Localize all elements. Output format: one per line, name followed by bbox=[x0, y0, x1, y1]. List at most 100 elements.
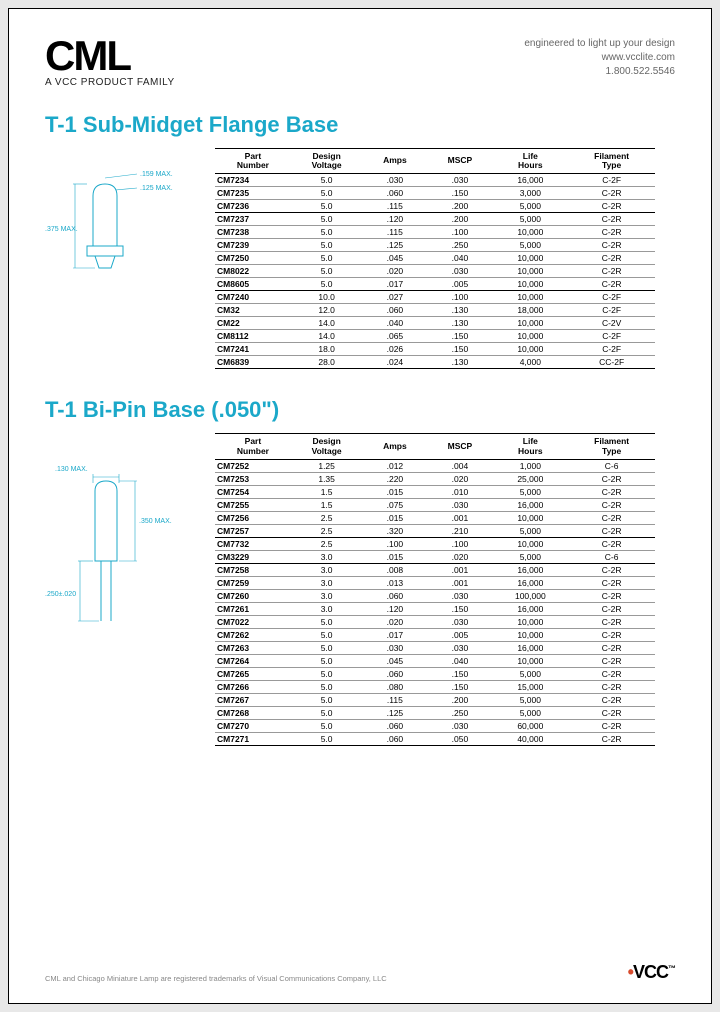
table-row: CM72583.0.008.00116,000C-2R bbox=[215, 564, 655, 577]
table-row: CM72531.35.220.02025,000C-2R bbox=[215, 473, 655, 486]
cell: .115 bbox=[362, 200, 427, 213]
cell: C-2F bbox=[568, 174, 655, 187]
table-row: CM72375.0.120.2005,000C-2R bbox=[215, 213, 655, 226]
logo-subtitle: A VCC PRODUCT FAMILY bbox=[45, 77, 175, 88]
column-header: FilamentType bbox=[568, 148, 655, 174]
cell: .200 bbox=[427, 694, 492, 707]
cell: 16,000 bbox=[492, 603, 568, 616]
cell: 5.0 bbox=[291, 668, 363, 681]
cell: 10,000 bbox=[492, 252, 568, 265]
table-row: CM72505.0.045.04010,000C-2R bbox=[215, 252, 655, 265]
cell: 40,000 bbox=[492, 733, 568, 746]
table-row: CM70225.0.020.03010,000C-2R bbox=[215, 616, 655, 629]
cell: C-2R bbox=[568, 538, 655, 551]
table-row: CM72655.0.060.1505,000C-2R bbox=[215, 668, 655, 681]
table-row: CM32293.0.015.0205,000C-6 bbox=[215, 551, 655, 564]
table-row: CM72355.0.060.1503,000C-2R bbox=[215, 187, 655, 200]
cell: 2.5 bbox=[291, 525, 363, 538]
cell: 5.0 bbox=[291, 200, 363, 213]
cell: .210 bbox=[427, 525, 492, 538]
table-row: CM683928.0.024.1304,000CC-2F bbox=[215, 356, 655, 369]
cell: .030 bbox=[427, 265, 492, 278]
cell: CM7264 bbox=[215, 655, 291, 668]
cell: 10,000 bbox=[492, 512, 568, 525]
cell: 5.0 bbox=[291, 616, 363, 629]
cell: CM7271 bbox=[215, 733, 291, 746]
cell: .020 bbox=[362, 616, 427, 629]
cell: CM8022 bbox=[215, 265, 291, 278]
cell: 15,000 bbox=[492, 681, 568, 694]
table-row: CM80225.0.020.03010,000C-2R bbox=[215, 265, 655, 278]
cell: CM22 bbox=[215, 317, 291, 330]
cell: C-2V bbox=[568, 317, 655, 330]
cell: .115 bbox=[362, 226, 427, 239]
cell: CM7256 bbox=[215, 512, 291, 525]
table-row: CM77322.5.100.10010,000C-2R bbox=[215, 538, 655, 551]
cell: 5.0 bbox=[291, 226, 363, 239]
cell: 10,000 bbox=[492, 330, 568, 343]
cell: 12.0 bbox=[291, 304, 363, 317]
section1-title: T-1 Sub-Midget Flange Base bbox=[45, 112, 675, 138]
cell: C-6 bbox=[568, 551, 655, 564]
cell: 4,000 bbox=[492, 356, 568, 369]
cell: C-2R bbox=[568, 720, 655, 733]
cell: C-2R bbox=[568, 226, 655, 239]
cell: .130 bbox=[427, 304, 492, 317]
cell: C-2R bbox=[568, 590, 655, 603]
cell: .005 bbox=[427, 278, 492, 291]
logo-main: CML bbox=[45, 37, 175, 75]
cell: C-2R bbox=[568, 681, 655, 694]
cell: 3.0 bbox=[291, 551, 363, 564]
cell: CM7261 bbox=[215, 603, 291, 616]
cell: CM7265 bbox=[215, 668, 291, 681]
cell: .013 bbox=[362, 577, 427, 590]
cell: .060 bbox=[362, 733, 427, 746]
table-row: CM724010.0.027.10010,000C-2F bbox=[215, 291, 655, 304]
table-row: CM72395.0.125.2505,000C-2R bbox=[215, 239, 655, 252]
cell: .012 bbox=[362, 460, 427, 473]
section1: .159 MAX. .125 MAX. .375 MAX. PartNumber… bbox=[45, 148, 675, 370]
cell: 5.0 bbox=[291, 174, 363, 187]
cell: .150 bbox=[427, 681, 492, 694]
cell: 3.0 bbox=[291, 577, 363, 590]
cell: 16,000 bbox=[492, 499, 568, 512]
cell: 3.0 bbox=[291, 590, 363, 603]
cell: .030 bbox=[427, 499, 492, 512]
cell: .027 bbox=[362, 291, 427, 304]
cell: 10,000 bbox=[492, 616, 568, 629]
cell: C-2R bbox=[568, 278, 655, 291]
cell: 3.0 bbox=[291, 603, 363, 616]
cell: CM8605 bbox=[215, 278, 291, 291]
table-row: CM72365.0.115.2005,000C-2R bbox=[215, 200, 655, 213]
cell: C-2F bbox=[568, 343, 655, 356]
cell: C-2R bbox=[568, 473, 655, 486]
cell: .060 bbox=[362, 187, 427, 200]
cell: .080 bbox=[362, 681, 427, 694]
cell: CM7253 bbox=[215, 473, 291, 486]
cell: C-2R bbox=[568, 668, 655, 681]
table-row: CM72685.0.125.2505,000C-2R bbox=[215, 707, 655, 720]
cell: .100 bbox=[427, 538, 492, 551]
cell: .004 bbox=[427, 460, 492, 473]
cell: .125 bbox=[362, 707, 427, 720]
cell: 5,000 bbox=[492, 694, 568, 707]
cell: .100 bbox=[427, 291, 492, 304]
cell: .200 bbox=[427, 213, 492, 226]
cell: .075 bbox=[362, 499, 427, 512]
cell: CM7234 bbox=[215, 174, 291, 187]
flange-diagram: .159 MAX. .125 MAX. .375 MAX. bbox=[45, 148, 195, 306]
cell: 5.0 bbox=[291, 720, 363, 733]
cell: .030 bbox=[427, 642, 492, 655]
cell: C-2F bbox=[568, 330, 655, 343]
cell: 5.0 bbox=[291, 187, 363, 200]
cell: C-2R bbox=[568, 239, 655, 252]
cell: .020 bbox=[427, 473, 492, 486]
cell: 2.5 bbox=[291, 512, 363, 525]
cell: 10,000 bbox=[492, 291, 568, 304]
cell: CM7250 bbox=[215, 252, 291, 265]
cell: 5,000 bbox=[492, 239, 568, 252]
cell: 5,000 bbox=[492, 213, 568, 226]
cell: .060 bbox=[362, 668, 427, 681]
dim-label: .375 MAX. bbox=[45, 226, 78, 233]
cell: CM7254 bbox=[215, 486, 291, 499]
